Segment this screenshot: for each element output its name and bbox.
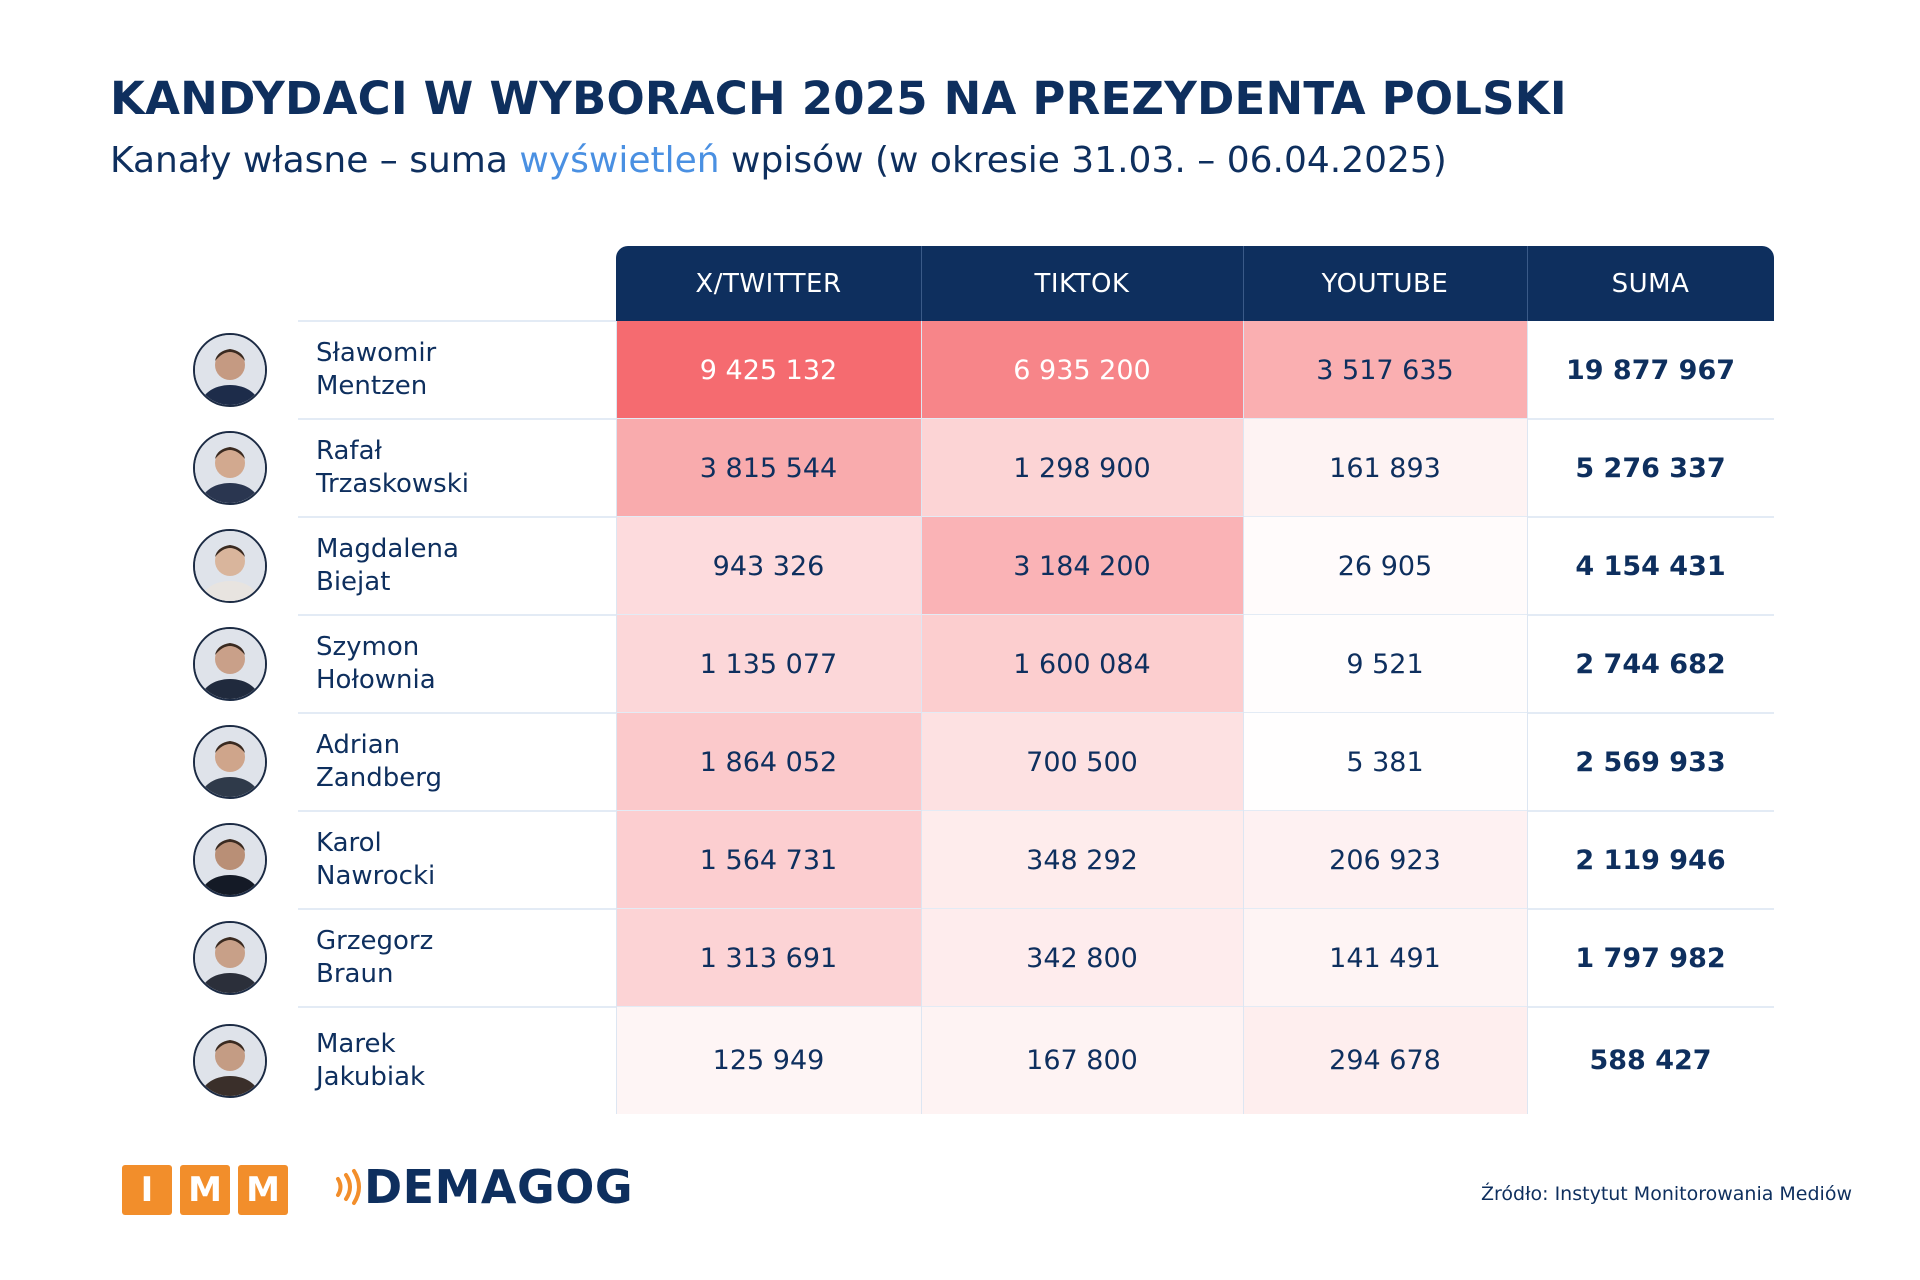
sum-cell: 588 427 <box>1589 1045 1712 1076</box>
candidate-name: Karol Nawrocki <box>316 827 606 893</box>
candidate-avatar <box>193 431 267 505</box>
value-cell: 700 500 <box>921 713 1243 811</box>
candidate-avatar <box>193 1023 267 1098</box>
value-cell: 26 905 <box>1243 517 1527 615</box>
value-cell: 3 815 544 <box>616 419 921 517</box>
sum-cell: 5 276 337 <box>1575 452 1726 484</box>
chart-subtitle: Kanały własne – suma wyświetleń wpisów (… <box>110 140 1447 181</box>
imm-logo-letter: I <box>122 1165 172 1215</box>
value-cell: 294 678 <box>1243 1007 1527 1114</box>
candidate-name: Grzegorz Braun <box>316 925 606 991</box>
candidate-first-name: Marek <box>316 1028 396 1059</box>
imm-logo-letter: M <box>180 1165 230 1215</box>
value-cell: 1 564 731 <box>616 811 921 909</box>
column-header-twitter: X/TWITTER <box>695 268 842 299</box>
candidate-last-name: Hołownia <box>316 665 436 695</box>
candidate-first-name: Magdalena <box>316 534 459 564</box>
candidate-avatar <box>193 333 267 407</box>
value-cell: 1 864 052 <box>616 713 921 811</box>
sum-cell: 1 797 982 <box>1575 942 1726 974</box>
value-cell: 125 949 <box>616 1007 921 1114</box>
data-table: X/TWITTER TIKTOK YOUTUBE SUMA Sławomir Me… <box>193 246 1774 1114</box>
candidate-first-name: Grzegorz <box>316 926 434 956</box>
subtitle-text-1: Kanały własne – suma <box>110 140 520 181</box>
value-cell: 1 600 084 <box>921 615 1243 713</box>
value-cell: 206 923 <box>1243 811 1527 909</box>
candidate-name: Marek Jakubiak <box>316 1028 606 1094</box>
column-header-tiktok: TIKTOK <box>1034 268 1130 299</box>
candidate-name: Adrian Zandberg <box>316 729 606 795</box>
value-cell: 943 326 <box>616 517 921 615</box>
value-cell: 9 425 132 <box>616 321 921 419</box>
candidate-name: Szymon Hołownia <box>316 631 606 697</box>
header-separator <box>1243 246 1244 321</box>
candidate-first-name: Sławomir <box>316 338 437 368</box>
candidate-avatar <box>193 627 267 701</box>
imm-logo-letter: M <box>238 1165 288 1215</box>
subtitle-text-2: wpisów (w okresie 31.03. – 06.04.2025) <box>719 140 1447 181</box>
column-divider <box>1527 321 1528 1114</box>
demagog-waves-icon <box>336 1169 361 1205</box>
candidate-name: Magdalena Biejat <box>316 533 606 599</box>
value-cell: 141 491 <box>1243 909 1527 1007</box>
candidate-first-name: Szymon <box>316 632 420 662</box>
column-header-youtube: YOUTUBE <box>1321 268 1449 299</box>
value-cell: 1 298 900 <box>921 419 1243 517</box>
sum-cell: 2 569 933 <box>1575 746 1726 778</box>
candidate-last-name: Zandberg <box>316 763 442 793</box>
value-cell: 3 184 200 <box>921 517 1243 615</box>
sum-cell: 4 154 431 <box>1575 550 1726 582</box>
candidate-last-name: Biejat <box>316 567 391 597</box>
row-divider <box>298 320 616 322</box>
value-cell: 161 893 <box>1243 419 1527 517</box>
candidate-first-name: Rafał <box>316 436 382 466</box>
candidate-last-name: Trzaskowski <box>316 469 470 499</box>
candidate-avatar <box>193 823 267 897</box>
column-divider <box>616 321 617 1114</box>
candidate-name: Sławomir Mentzen <box>316 337 606 403</box>
candidate-last-name: Braun <box>316 959 394 989</box>
header-separator <box>921 246 922 321</box>
column-divider <box>921 321 922 1114</box>
candidate-name: Rafał Trzaskowski <box>316 435 606 501</box>
value-cell: 5 381 <box>1243 713 1527 811</box>
candidate-last-name: Mentzen <box>316 371 428 401</box>
demagog-wordmark: DEMAGOG <box>364 1160 634 1214</box>
value-cell: 3 517 635 <box>1243 321 1527 419</box>
value-cell: 1 313 691 <box>616 909 921 1007</box>
sum-cell: 2 119 946 <box>1575 844 1726 876</box>
demagog-logo: DEMAGOG <box>334 1160 633 1214</box>
value-cell: 6 935 200 <box>921 321 1243 419</box>
sum-cell: 2 744 682 <box>1575 648 1726 680</box>
candidate-avatar <box>193 529 267 603</box>
table-header-background <box>616 246 1774 321</box>
candidate-avatar <box>193 921 267 995</box>
source-note: Źródło: Instytut Monitorowania Mediów <box>1481 1183 1852 1205</box>
header-separator <box>1527 246 1528 321</box>
value-cell: 167 800 <box>921 1007 1243 1114</box>
candidate-first-name: Adrian <box>316 730 401 760</box>
value-cell: 1 135 077 <box>616 615 921 713</box>
value-cell: 342 800 <box>921 909 1243 1007</box>
value-cell: 348 292 <box>921 811 1243 909</box>
candidate-first-name: Karol <box>316 828 382 858</box>
sum-cell: 19 877 967 <box>1565 354 1736 386</box>
chart-title: KANDYDACI W WYBORACH 2025 NA PREZYDENTA … <box>110 72 1567 125</box>
candidate-last-name: Jakubiak <box>316 1061 426 1092</box>
column-divider <box>1243 321 1244 1114</box>
candidate-avatar <box>193 725 267 799</box>
imm-logo: I M M <box>122 1165 288 1215</box>
value-cell: 9 521 <box>1243 615 1527 713</box>
candidate-last-name: Nawrocki <box>316 861 436 891</box>
subtitle-highlight: wyświetleń <box>519 140 720 181</box>
column-header-suma: SUMA <box>1611 268 1690 299</box>
